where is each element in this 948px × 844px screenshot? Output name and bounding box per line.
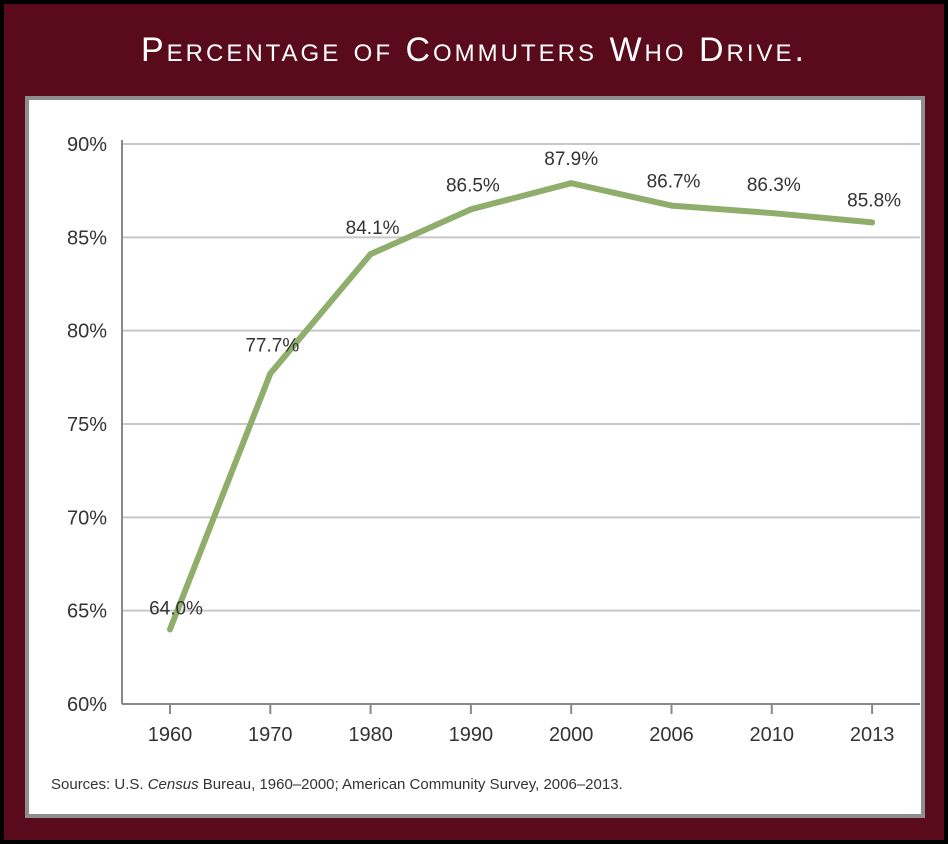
data-point xyxy=(167,626,173,633)
data-point xyxy=(367,251,374,258)
y-tick-label: 60% xyxy=(67,694,107,716)
data-label: 86.5% xyxy=(446,175,500,196)
x-tick-label: 1960 xyxy=(148,724,193,746)
source-italic: Census xyxy=(147,776,199,793)
y-tick-label: 75% xyxy=(67,414,107,436)
data-point xyxy=(668,202,675,209)
x-tick-label: 1980 xyxy=(348,724,393,746)
data-point xyxy=(568,180,575,187)
source-prefix: Sources: U.S. xyxy=(51,776,148,793)
source-suffix: Bureau, 1960–2000; American Community Su… xyxy=(198,776,623,793)
x-tick-label: 1970 xyxy=(248,724,293,746)
line-chart: 60% 65% 70% 75% 80% 85% 90% 1960 1970 1980 1990 200… xyxy=(67,134,920,746)
chart-title: Percentage of Commuters Who Drive. xyxy=(140,30,808,69)
data-label: 85.8% xyxy=(847,190,901,211)
chart-frame: Percentage of Commuters Who Drive. 60% 65… xyxy=(4,4,944,840)
data-label: 87.9% xyxy=(544,149,598,170)
source-note: Sources: U.S. Census Bureau, 1960–2000; … xyxy=(51,776,623,793)
x-tick-label: 2000 xyxy=(549,724,594,746)
y-tick-label: 80% xyxy=(67,321,107,343)
data-label: 64.0% xyxy=(149,598,203,619)
data-label: 84.1% xyxy=(346,218,400,239)
data-label: 77.7% xyxy=(245,336,299,357)
chart-panel: 60% 65% 70% 75% 80% 85% 90% 1960 1970 1980 1990 200… xyxy=(25,96,925,818)
data-label: 86.7% xyxy=(647,172,701,193)
x-tick-label: 1990 xyxy=(449,724,494,746)
data-point xyxy=(768,210,775,217)
x-tick-label: 2010 xyxy=(750,724,795,746)
data-label: 86.3% xyxy=(747,175,801,196)
y-tick-label: 70% xyxy=(67,507,107,529)
y-tick-label: 90% xyxy=(67,134,107,156)
data-point xyxy=(467,206,474,213)
y-tick-label: 65% xyxy=(67,601,107,623)
series-line xyxy=(167,180,876,633)
data-point xyxy=(869,219,876,226)
y-tick-label: 85% xyxy=(67,227,107,249)
x-tick-label: 2006 xyxy=(649,724,694,746)
data-point xyxy=(267,370,274,377)
x-tick-label: 2013 xyxy=(850,724,895,746)
